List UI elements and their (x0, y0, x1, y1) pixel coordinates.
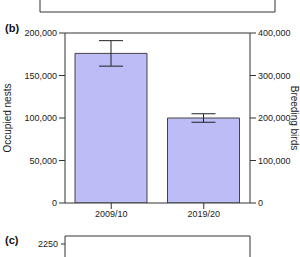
html-text:(b): (b) (5, 22, 19, 34)
svg-text:200,000: 200,000 (24, 28, 57, 38)
svg-text:100,000: 100,000 (24, 113, 57, 123)
svg-text:2009/10: 2009/10 (95, 209, 128, 219)
svg-text:Breeding birds: Breeding birds (289, 86, 292, 150)
svg-text:150,000: 150,000 (24, 71, 57, 81)
svg-text:2250: 2250 (38, 239, 58, 249)
svg-text:(c): (c) (8, 234, 19, 246)
svg-text:100,000: 100,000 (258, 156, 291, 166)
svg-text:200,000: 200,000 (258, 113, 291, 123)
svg-text:0: 0 (258, 198, 263, 208)
svg-text:50,000: 50,000 (29, 156, 57, 166)
svg-text:Occupied nests: Occupied nests (8, 84, 13, 153)
svg-text:300,000: 300,000 (258, 71, 291, 81)
svg-text:0: 0 (52, 198, 57, 208)
svg-text:2019/20: 2019/20 (187, 209, 220, 219)
svg-text:400,000: 400,000 (258, 28, 291, 38)
